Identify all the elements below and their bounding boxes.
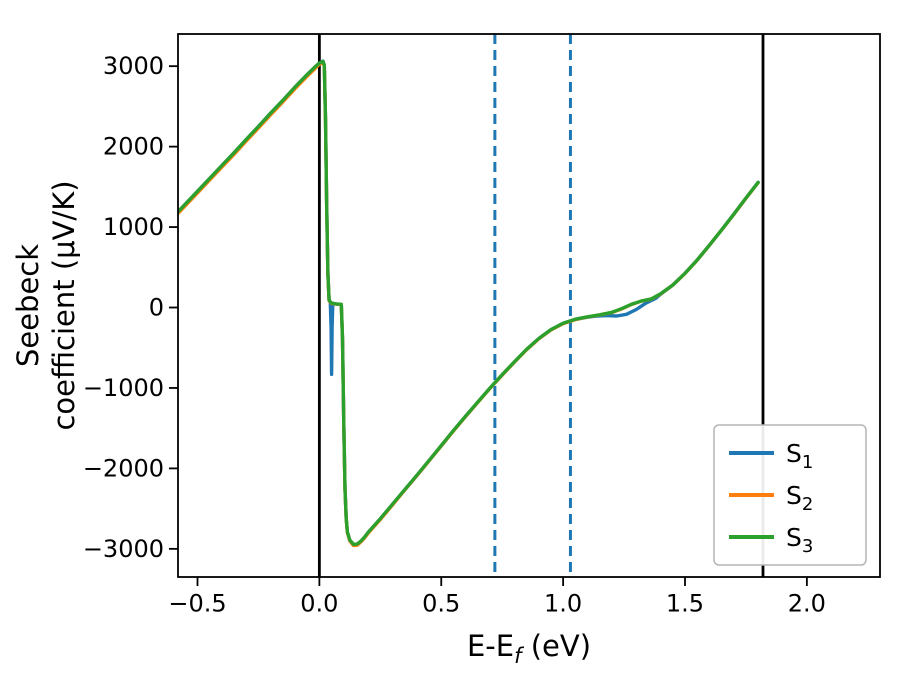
y-tick-label: 1000 [103,213,164,241]
legend-frame [713,424,867,566]
y-tick-label: −1000 [83,374,164,402]
y-axis-label: Seebeckcoefficient (μV/K) [11,180,81,430]
x-axis: −0.5 0.0 0.5 1.0 1.5 2.0 [168,577,826,618]
y-tick-label: 3000 [103,52,164,80]
y-tick-label: 2000 [103,133,164,161]
legend: S1 S2 S3 [713,424,867,566]
legend-label: S2 [786,481,813,515]
x-tick-label: 0.5 [422,590,460,618]
legend-entry: S1 [729,439,813,473]
series-line-s3 [178,59,760,547]
x-tick-label: 0.0 [300,590,338,618]
y-tick-label: −2000 [83,454,164,482]
x-tick-label: −0.5 [168,590,226,618]
legend-entry: S2 [729,481,813,515]
axes-frame [177,33,881,578]
legend-label: S3 [786,523,813,557]
x-tick-label: 1.5 [666,590,704,618]
legend-entry: S3 [729,523,813,557]
y-tick-label: −3000 [83,535,164,563]
y-axis: −3000 −2000 −1000 0 1000 2000 3000 [83,52,178,563]
y-tick-label: 0 [149,294,164,322]
legend-label: S1 [786,439,813,473]
x-tick-label: 1.0 [544,590,582,618]
x-tick-label: 2.0 [788,590,826,618]
x-axis-label: E-Ef (eV) [467,629,591,668]
series-lines [178,59,760,548]
